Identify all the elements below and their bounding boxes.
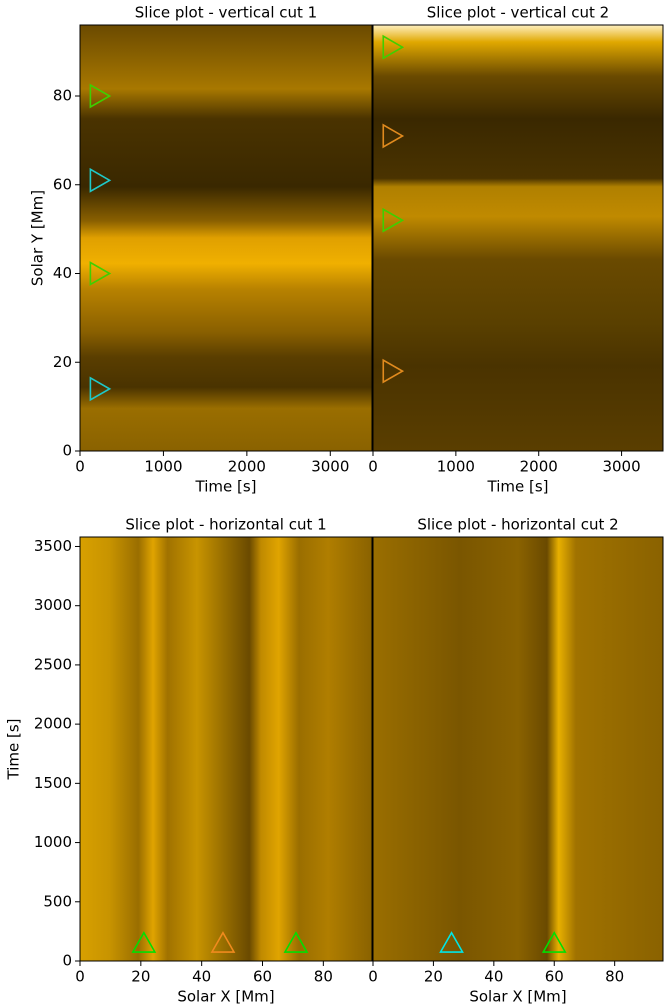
x-tick-label: 20 xyxy=(131,968,150,986)
x-axis-label: Time [s] xyxy=(195,478,257,496)
y-tick-label: 80 xyxy=(53,87,72,105)
y-tick-label: 3000 xyxy=(34,596,72,614)
y-tick-label: 3500 xyxy=(34,537,72,555)
y-tick-label: 2500 xyxy=(34,655,72,673)
slice-image xyxy=(373,25,663,451)
y-tick-label: 20 xyxy=(53,353,72,371)
y-axis-label: Time [s] xyxy=(5,719,23,781)
x-axis-label: Solar X [Mm] xyxy=(469,988,566,1006)
marker xyxy=(89,376,112,402)
x-tick-label: 0 xyxy=(75,968,85,986)
panel-title: Slice plot - vertical cut 2 xyxy=(427,4,609,22)
y-tick-label: 0 xyxy=(62,442,72,460)
x-tick-label: 3000 xyxy=(602,458,640,476)
x-tick-label: 0 xyxy=(75,458,85,476)
y-tick-label: 500 xyxy=(43,892,72,910)
x-tick-label: 40 xyxy=(484,968,503,986)
y-tick-label: 2000 xyxy=(34,715,72,733)
x-tick-label: 1000 xyxy=(437,458,475,476)
slice-image xyxy=(80,537,372,961)
y-tick-label: 40 xyxy=(53,264,72,282)
marker xyxy=(89,261,112,286)
marker xyxy=(89,167,112,193)
x-tick-label: 80 xyxy=(314,968,333,986)
plot-frame xyxy=(372,536,664,962)
marker xyxy=(131,931,157,953)
slice-image xyxy=(373,537,663,961)
y-tick-label: 60 xyxy=(53,175,72,193)
marker xyxy=(210,931,236,953)
marker xyxy=(382,207,405,233)
marker xyxy=(382,34,405,60)
x-tick-label: 0 xyxy=(368,458,378,476)
panel-title: Slice plot - horizontal cut 1 xyxy=(125,516,326,534)
x-tick-label: 20 xyxy=(424,968,443,986)
x-tick-label: 1000 xyxy=(144,458,182,476)
x-tick-label: 60 xyxy=(253,968,272,986)
y-tick-label: 0 xyxy=(62,952,72,970)
marker xyxy=(541,931,567,953)
y-axis-label: Solar Y [Mm] xyxy=(29,190,47,286)
x-tick-label: 3000 xyxy=(311,458,349,476)
slice-image xyxy=(80,25,372,451)
x-tick-label: 2000 xyxy=(228,458,266,476)
x-tick-label: 60 xyxy=(545,968,564,986)
x-tick-label: 2000 xyxy=(520,458,558,476)
x-tick-label: 80 xyxy=(605,968,624,986)
plot-frame xyxy=(372,24,664,452)
marker xyxy=(439,931,464,953)
y-tick-label: 1500 xyxy=(34,774,72,792)
marker xyxy=(89,83,112,109)
x-tick-label: 40 xyxy=(192,968,211,986)
marker xyxy=(382,358,405,384)
plot-frame xyxy=(79,24,373,452)
panel-title: Slice plot - horizontal cut 2 xyxy=(417,516,618,534)
x-axis-label: Solar X [Mm] xyxy=(177,988,274,1006)
x-tick-label: 0 xyxy=(368,968,378,986)
marker xyxy=(283,931,309,953)
marker xyxy=(382,123,405,149)
y-tick-label: 1000 xyxy=(34,833,72,851)
plot-frame xyxy=(79,536,373,962)
panel-title: Slice plot - vertical cut 1 xyxy=(135,4,317,22)
x-axis-label: Time [s] xyxy=(487,478,549,496)
